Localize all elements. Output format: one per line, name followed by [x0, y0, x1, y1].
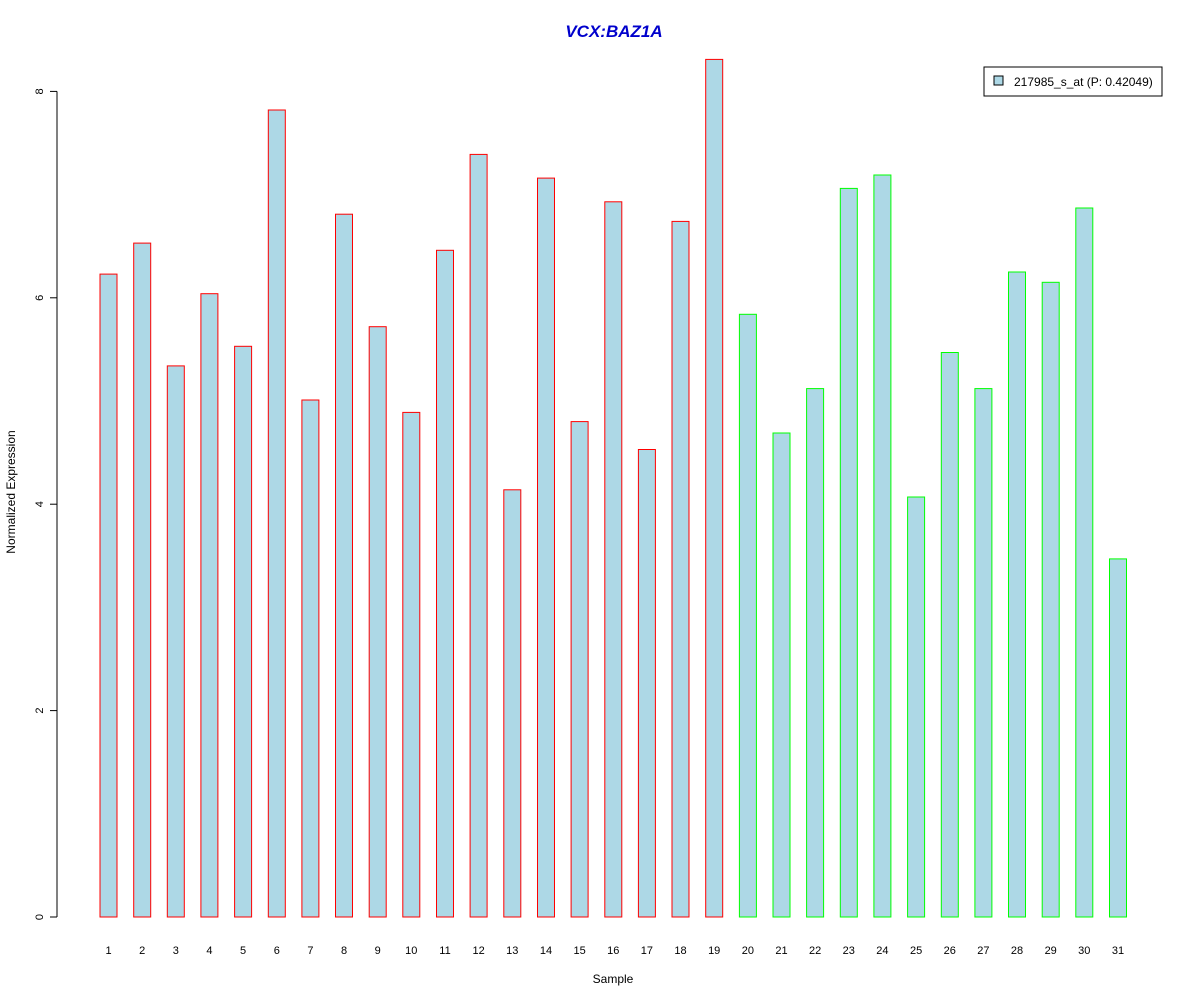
bars-layer	[99, 58, 1127, 918]
x-tick-label: 28	[1011, 945, 1023, 957]
bar-sample-11	[436, 249, 454, 918]
x-tick-label: 30	[1078, 945, 1090, 957]
x-tick-label: 20	[742, 945, 754, 957]
x-tick-label: 31	[1112, 945, 1124, 957]
x-tick-label: 18	[674, 945, 686, 957]
y-axis-label: Normalized Expression	[4, 430, 18, 553]
bar-sample-7	[301, 399, 320, 918]
bar-sample-26	[940, 352, 959, 918]
x-tick-label: 24	[876, 945, 888, 957]
x-tick-label: 13	[506, 945, 518, 957]
bar-sample-19	[705, 58, 724, 918]
x-tick-label: 27	[977, 945, 989, 957]
bar-sample-8	[335, 213, 353, 918]
legend-swatch	[993, 75, 1004, 86]
bar-sample-1	[99, 273, 118, 918]
bar-sample-12	[469, 153, 488, 918]
bar-sample-25	[907, 496, 926, 918]
x-tick-label: 9	[375, 945, 381, 957]
x-tick-label: 23	[843, 945, 855, 957]
x-tick-label: 3	[173, 945, 179, 957]
bar-sample-21	[772, 432, 791, 918]
x-tick-label: 10	[405, 945, 417, 957]
y-tick-label: 8	[34, 88, 46, 94]
x-tick-label: 29	[1045, 945, 1057, 957]
bar-sample-6	[267, 109, 286, 918]
bar-sample-24	[873, 174, 892, 918]
bar-sample-28	[1008, 271, 1026, 918]
bar-sample-14	[537, 177, 555, 918]
x-tick-label: 4	[206, 945, 212, 957]
x-tick-label: 15	[573, 945, 585, 957]
bar-sample-9	[368, 326, 387, 918]
bar-sample-10	[402, 411, 421, 918]
x-tick-label: 16	[607, 945, 619, 957]
x-tick-label: 21	[775, 945, 787, 957]
x-tick-labels: 1 2 3 4 5 6 7 8 9 10 11 12 13 14 15 16 17 18 19 20 21 22 23 24 2…	[105, 945, 1124, 957]
bar-sample-22	[806, 388, 825, 918]
bar-sample-16	[604, 201, 623, 918]
bar-sample-5	[234, 345, 253, 918]
bar-sample-18	[671, 220, 690, 918]
x-tick-label: 11	[439, 945, 450, 957]
x-tick-label: 5	[240, 945, 246, 957]
y-tick-label: 6	[34, 295, 46, 301]
bar-sample-23	[839, 187, 858, 918]
x-tick-label: 25	[910, 945, 922, 957]
bar-sample-3	[166, 365, 185, 918]
x-tick-label: 22	[809, 945, 821, 957]
bar-sample-17	[637, 449, 656, 918]
x-axis-label: Sample	[593, 972, 634, 986]
legend: 217985_s_at (P: 0.42049)	[983, 66, 1163, 97]
x-tick-label: 19	[708, 945, 720, 957]
bar-sample-27	[974, 388, 993, 918]
bar-sample-20	[738, 313, 757, 918]
y-tick-label: 4	[34, 501, 46, 507]
bar-sample-30	[1075, 207, 1094, 918]
x-tick-label: 17	[641, 945, 653, 957]
x-tick-label: 26	[944, 945, 956, 957]
bar-sample-31	[1109, 558, 1127, 918]
x-tick-label: 1	[105, 945, 111, 957]
y-axis: 0 2 4 6 8	[34, 88, 58, 920]
bar-sample-2	[133, 242, 152, 918]
x-tick-label: 12	[472, 945, 484, 957]
bar-sample-13	[503, 489, 522, 918]
y-tick-label: 2	[34, 708, 46, 714]
y-tick-label: 0	[34, 914, 46, 920]
x-tick-label: 7	[307, 945, 313, 957]
legend-label: 217985_s_at (P: 0.42049)	[1014, 75, 1153, 89]
chart-title: VCX:BAZ1A	[565, 22, 662, 41]
x-tick-label: 6	[274, 945, 280, 957]
x-tick-label: 2	[139, 945, 145, 957]
bar-sample-15	[570, 421, 589, 918]
bar-sample-29	[1041, 281, 1060, 918]
x-tick-label: 14	[540, 945, 552, 957]
bar-sample-4	[200, 293, 219, 918]
legend-box	[983, 66, 1163, 97]
x-tick-label: 8	[341, 945, 347, 957]
